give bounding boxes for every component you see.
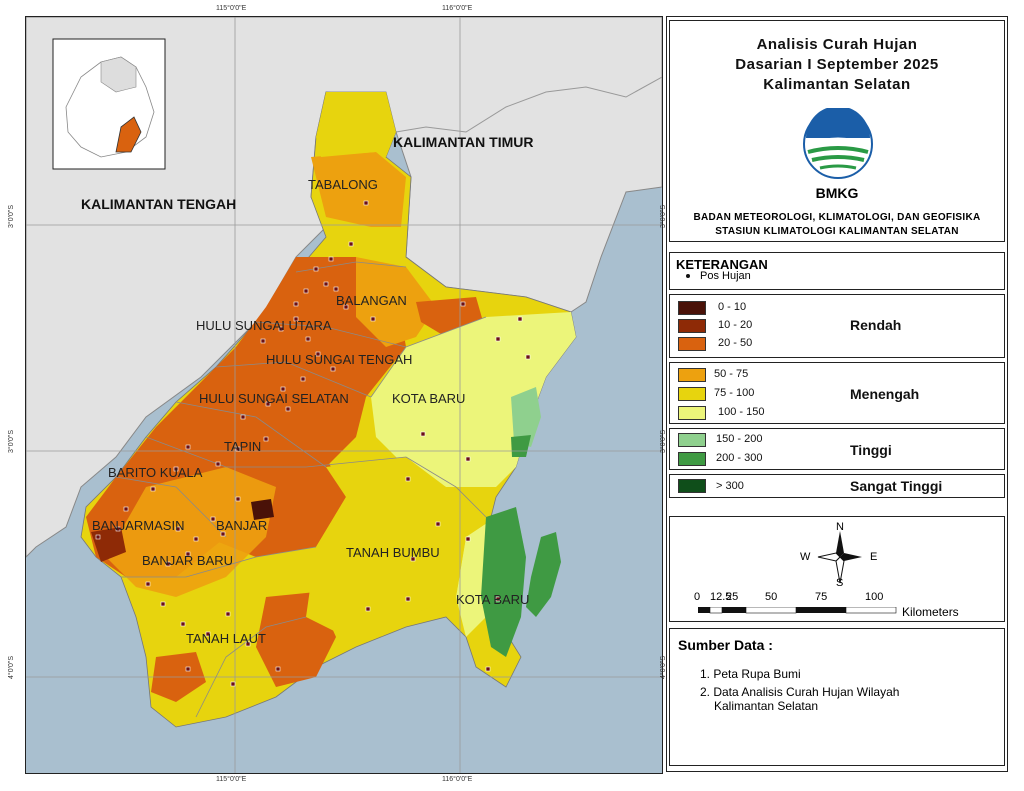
label-banjar-baru: BANJAR BARU (142, 553, 233, 568)
legend-station-label: Pos Hujan (700, 270, 751, 282)
bmkg-logo-text: BMKG (815, 185, 859, 201)
range-75-100: 75 - 100 (714, 387, 755, 399)
sources-box: Sumber Data : 1. Peta Rupa Bumi 2. Data … (669, 628, 1005, 766)
source-item-1: 1. Peta Rupa Bumi (700, 667, 801, 681)
coord-bottom-115: 115°0'0"E (216, 776, 247, 783)
zone-200-300 (481, 507, 526, 657)
category-tinggi: Tinggi (850, 442, 892, 458)
zone-50-75 (106, 467, 276, 597)
island-laut (526, 532, 561, 617)
side-panel: Analisis Curah Hujan Dasarian I Septembe… (666, 16, 1008, 772)
label-kalimantan-tengah: KALIMANTAN TENGAH (81, 196, 236, 212)
scale-tick-label: 0 (694, 591, 701, 603)
legend-heading: KETERANGAN (676, 257, 768, 272)
range-20-50: 20 - 50 (718, 337, 753, 349)
zone-75-100 (306, 457, 466, 637)
range-100-150: 100 - 150 (718, 406, 765, 418)
legend-group-tinggi: 150 - 200 200 - 300 Tinggi (669, 428, 1005, 470)
zone-0-10 (251, 499, 274, 520)
zone-balangan-orange (356, 257, 436, 347)
coord-left-1: 3°0'0"S (8, 205, 15, 228)
range-200-300: 200 - 300 (716, 452, 763, 464)
sources-heading: Sumber Data : (678, 637, 773, 653)
compass-s: S (836, 577, 844, 589)
label-hulu-sungai-tengah: HULU SUNGAI TENGAH (266, 352, 412, 367)
zone-75-100-b (316, 92, 396, 157)
map-title-line3: Kalimantan Selatan (763, 76, 911, 93)
legend-group-menengah: 50 - 75 75 - 100 100 - 150 Menengah (669, 362, 1005, 424)
range-50-75: 50 - 75 (714, 368, 749, 380)
scale-bar (698, 607, 897, 614)
compass-scale-box: N S W E 0 12.5 25 50 75 100 Kilometers (669, 516, 1005, 622)
range-0-10: 0 - 10 (718, 301, 747, 313)
inset-map (52, 38, 166, 170)
compass-n: N (836, 521, 844, 533)
label-kota-baru-north: KOTA BARU (392, 391, 465, 406)
compass-w: W (800, 551, 811, 563)
scale-tick-label: 12.5 (710, 591, 732, 603)
coord-top-115: 115°0'0"E (216, 5, 247, 12)
coord-left-3: 4°0'0"S (8, 656, 15, 679)
range-150-200: 150 - 200 (716, 433, 763, 445)
graticule (26, 17, 662, 773)
rainfall-map: KALIMANTAN TENGAH KALIMANTAN TIMUR TABAL… (25, 16, 663, 774)
zone-100-150 (371, 312, 576, 487)
zone-tabalong-orange (311, 152, 406, 227)
label-tabalong: TABALONG (308, 177, 378, 192)
border-kaltim (395, 76, 662, 133)
label-barito-kuala: BARITO KUALA (108, 465, 203, 480)
north-arrow-icon (817, 531, 862, 584)
legend-group-sangat-tinggi: > 300 Sangat Tinggi (669, 474, 1005, 498)
agency-line1: BADAN METEOROLOGI, KLIMATOLOGI, DAN GEOF… (693, 212, 981, 223)
legend-heading-box: KETERANGAN Pos Hujan (669, 252, 1005, 290)
swatch-over-300 (678, 479, 706, 493)
coord-bottom-116: 116°0'0"E (442, 776, 473, 783)
map-title-line2: Dasarian I September 2025 (735, 56, 939, 73)
range-over-300: > 300 (716, 480, 744, 492)
zone-200-300-b (511, 435, 531, 457)
source-item-2: 2. Data Analisis Curah Hujan Wilayah (700, 685, 900, 699)
label-hulu-sungai-utara: HULU SUNGAI UTARA (196, 318, 332, 333)
label-banjar: BANJAR (216, 518, 267, 533)
title-block: Analisis Curah Hujan Dasarian I Septembe… (669, 20, 1005, 242)
label-kota-baru-south: KOTA BARU (456, 592, 529, 607)
swatch-50-75 (678, 368, 706, 382)
station-marker-icon (686, 274, 690, 278)
swatch-75-100 (678, 387, 706, 401)
source-item-3: Kalimantan Selatan (714, 699, 819, 713)
swatch-200-300 (678, 452, 706, 466)
coord-top-116: 116°0'0"E (442, 5, 473, 12)
agency-line2: STASIUN KLIMATOLOGI KALIMANTAN SELATAN (715, 226, 959, 237)
swatch-100-150 (678, 406, 706, 420)
map-title-line1: Analisis Curah Hujan (756, 36, 918, 53)
label-balangan: BALANGAN (336, 293, 407, 308)
bmkg-logo (803, 108, 873, 179)
label-tapin: TAPIN (224, 439, 261, 454)
swatch-0-10 (678, 301, 706, 315)
label-hulu-sungai-selatan: HULU SUNGAI SELATAN (199, 391, 349, 406)
swatch-20-50 (678, 337, 706, 351)
coord-left-2: 3°0'0"S (8, 430, 15, 453)
compass-e: E (870, 551, 878, 563)
swatch-10-20 (678, 319, 706, 333)
rain-stations (95, 200, 531, 687)
category-rendah: Rendah (850, 317, 902, 333)
scale-tick-label: 75 (815, 591, 828, 603)
label-kalimantan-timur: KALIMANTAN TIMUR (393, 134, 534, 150)
swatch-150-200 (678, 433, 706, 447)
scale-tick-label: 100 (865, 591, 884, 603)
scale-tick-label: 50 (765, 591, 778, 603)
legend-group-rendah: 0 - 10 10 - 20 20 - 50 Rendah (669, 294, 1005, 358)
label-tanah-bumbu: TANAH BUMBU (346, 545, 440, 560)
label-banjarmasin: BANJARMASIN (92, 518, 184, 533)
category-sangat-tinggi: Sangat Tinggi (850, 478, 943, 494)
label-tanah-laut: TANAH LAUT (186, 631, 266, 646)
zone-150-200 (511, 387, 541, 447)
map-canvas: KALIMANTAN TENGAH KALIMANTAN TIMUR TABAL… (26, 17, 662, 773)
category-menengah: Menengah (850, 386, 920, 402)
range-10-20: 10 - 20 (718, 319, 753, 331)
scale-unit: Kilometers (902, 605, 959, 619)
scale-tick-label: 25 (726, 591, 739, 603)
